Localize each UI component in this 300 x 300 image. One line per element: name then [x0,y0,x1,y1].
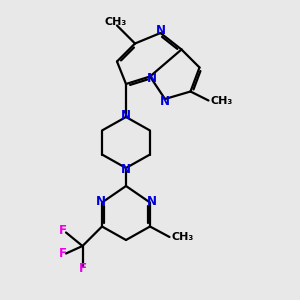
Text: CH₃: CH₃ [104,17,127,27]
Text: N: N [146,195,157,208]
Text: N: N [95,195,106,208]
Text: CH₃: CH₃ [211,95,233,106]
Text: N: N [160,94,170,108]
Text: F: F [59,247,67,260]
Text: F: F [79,262,86,275]
Text: N: N [121,109,131,122]
Text: CH₃: CH₃ [172,232,194,242]
Text: N: N [121,163,131,176]
Text: N: N [155,24,166,38]
Text: F: F [59,224,67,238]
Text: N: N [146,71,157,85]
